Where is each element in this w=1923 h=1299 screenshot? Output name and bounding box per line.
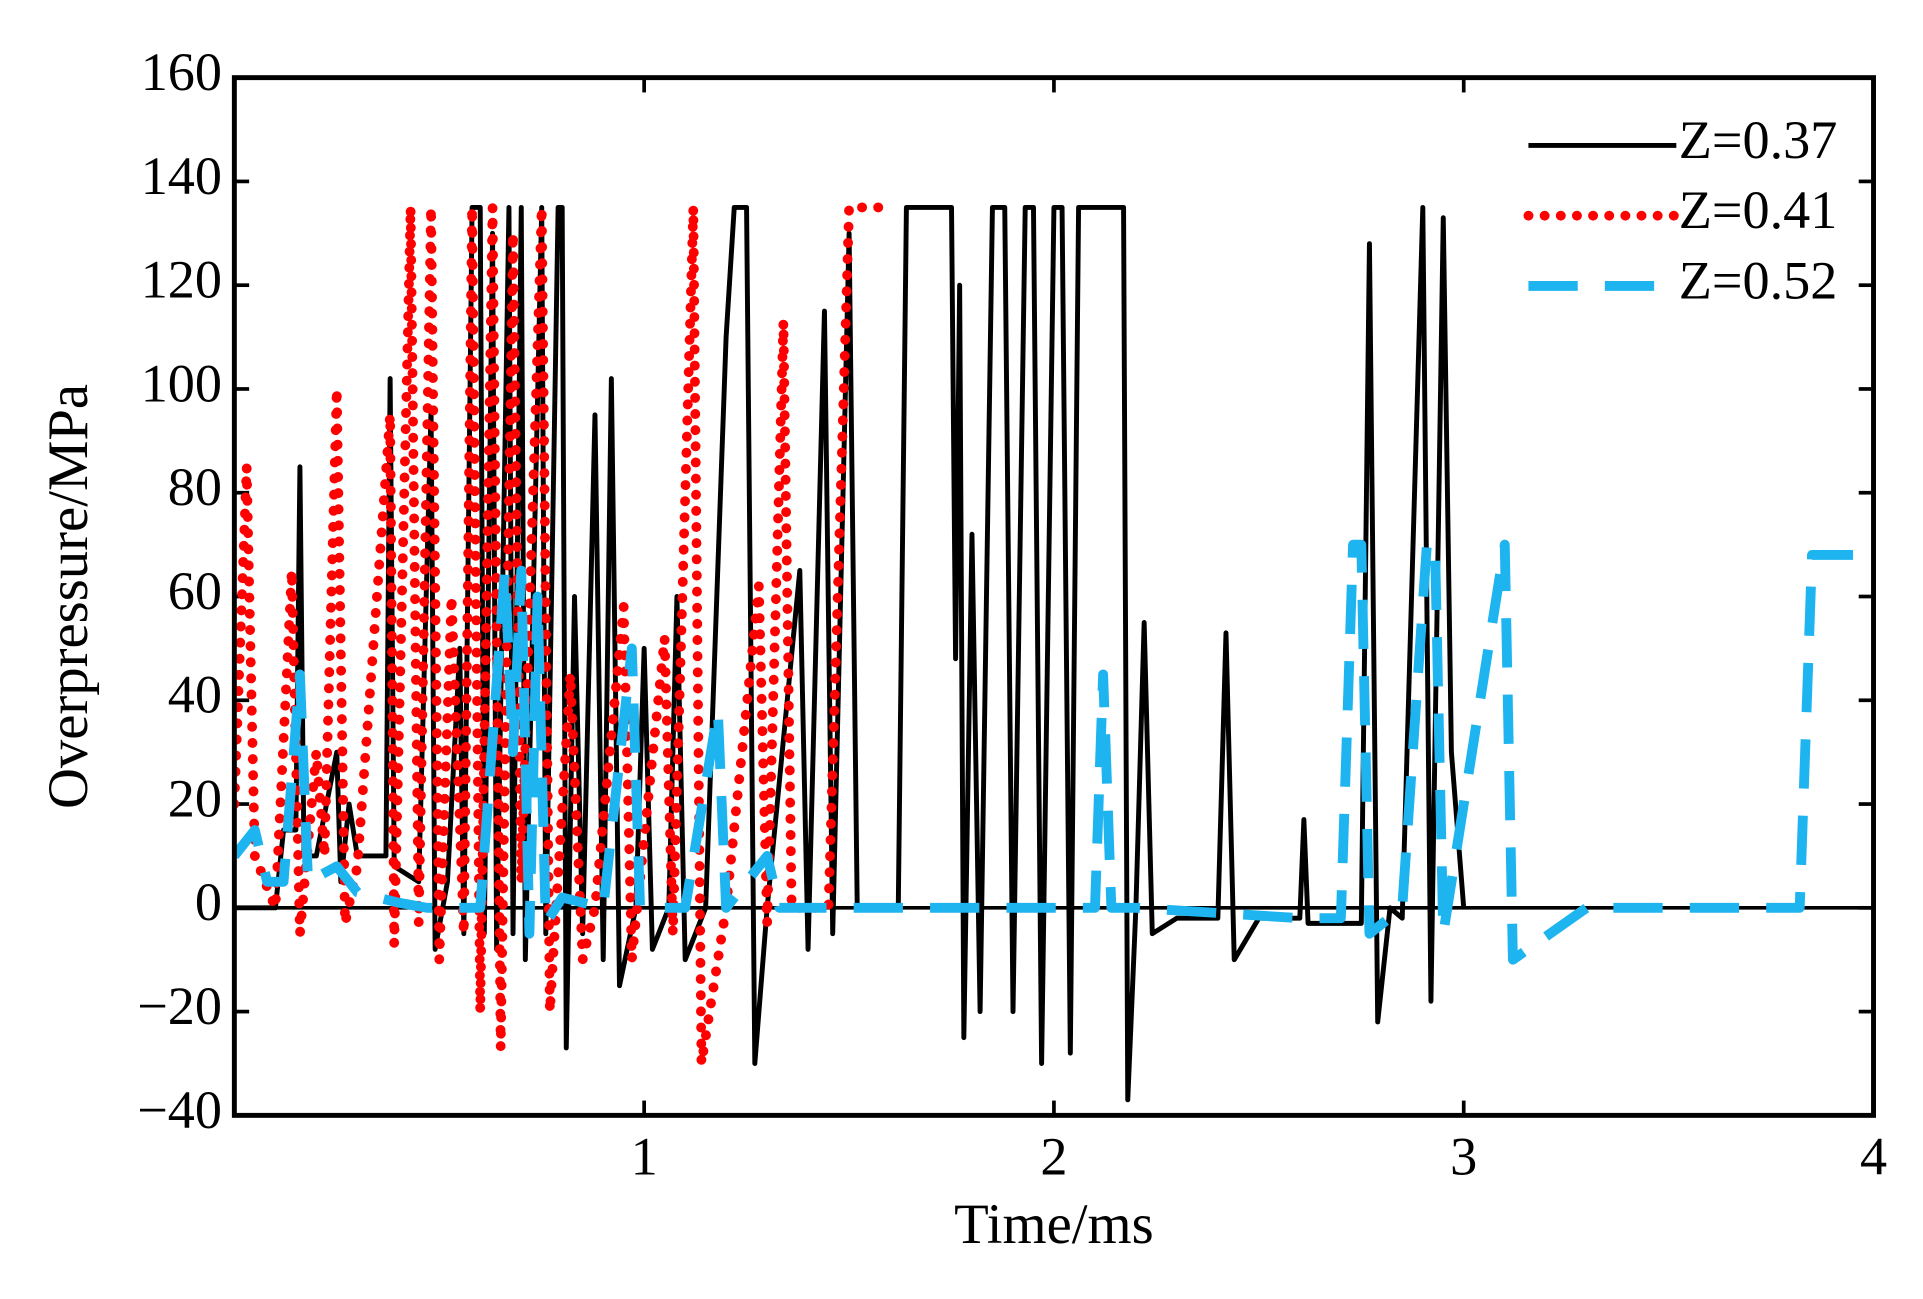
x-tick-label: 4: [1860, 1127, 1887, 1187]
y-tick-label: 60: [168, 561, 222, 621]
y-tick-label: 100: [141, 353, 222, 413]
x-axis-label: Time/ms: [954, 1193, 1154, 1256]
legend-label: Z=0.41: [1679, 180, 1838, 240]
legend-label: Z=0.37: [1679, 110, 1838, 170]
plot-frame: [231, 75, 1876, 1118]
x-tick-label: 3: [1450, 1127, 1477, 1187]
y-tick-label: −20: [137, 976, 222, 1036]
series-line: [234, 539, 1854, 965]
y-tick-label: 140: [141, 146, 222, 206]
y-tick-label: 0: [195, 872, 222, 932]
y-tick-label: −40: [137, 1080, 222, 1140]
y-tick-label: 160: [141, 42, 222, 102]
y-tick-label: 40: [168, 665, 222, 725]
y-tick-label: 120: [141, 250, 222, 310]
x-tick-label: 1: [631, 1127, 658, 1187]
legend-label: Z=0.52: [1679, 250, 1838, 310]
y-axis-label: Overpressure/MPa: [37, 384, 100, 809]
series-line: [234, 202, 887, 1069]
y-tick-label: 20: [168, 768, 222, 828]
x-tick-label: 2: [1040, 1127, 1067, 1187]
y-tick-label: 80: [168, 457, 222, 517]
